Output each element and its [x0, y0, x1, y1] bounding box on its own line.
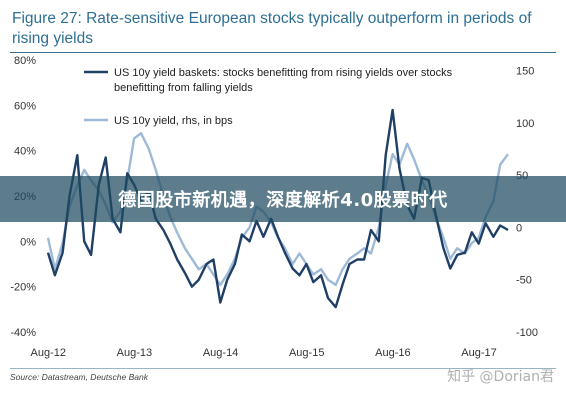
x-tick-label: Aug-12 [31, 347, 66, 359]
left-tick-label: 40% [14, 146, 36, 158]
right-tick-label: 100 [516, 118, 534, 130]
x-tick-label: Aug-17 [461, 347, 496, 359]
right-tick-label: 150 [516, 65, 534, 77]
left-tick-label: 80% [14, 55, 36, 67]
left-tick-label: 60% [14, 100, 36, 112]
watermark: 知乎 @Dorian君 [447, 369, 554, 385]
chart-title: Figure 27: Rate-sensitive European stock… [12, 10, 532, 47]
right-tick-label: -100 [516, 327, 538, 339]
footer-divider [10, 368, 556, 369]
legend-label-baskets-line1: US 10y yield baskets: stocks benefitting… [114, 67, 453, 79]
x-tick-label: Aug-14 [203, 347, 238, 359]
legend: US 10y yield baskets: stocks benefitting… [84, 67, 453, 127]
legend-label-yield: US 10y yield, rhs, in bps [114, 115, 233, 127]
left-tick-label: -20% [10, 282, 36, 294]
right-tick-label: 0 [516, 222, 522, 234]
x-axis: Aug-12 Aug-13 Aug-14 Aug-15 Aug-16 Aug-17 [31, 347, 497, 359]
x-tick-label: Aug-16 [375, 347, 410, 359]
x-tick-label: Aug-13 [117, 347, 152, 359]
legend-label-baskets-line2: benefitting from falling yields [114, 82, 253, 94]
overlay-banner: 德国股市新机遇，深度解析4.0股票时代 [0, 176, 566, 222]
x-tick-label: Aug-15 [289, 347, 324, 359]
source-note: Source: Datastream, Deutsche Bank [10, 372, 148, 382]
title-divider [10, 52, 556, 53]
right-tick-label: -50 [516, 275, 532, 287]
left-tick-label: -40% [10, 327, 36, 339]
left-tick-label: 0% [20, 236, 36, 248]
